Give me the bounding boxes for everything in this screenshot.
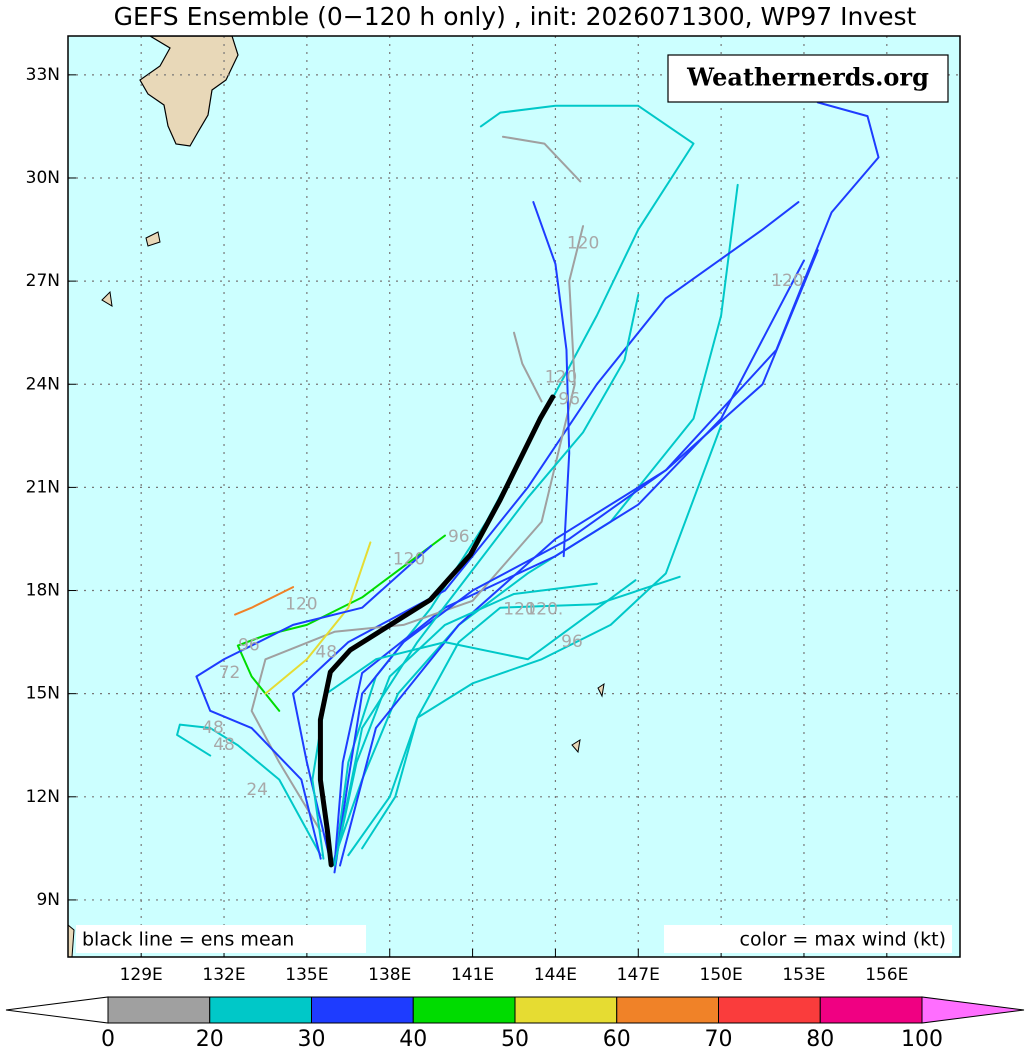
ensemble-track xyxy=(234,586,295,616)
island xyxy=(68,924,75,957)
x-tick-label: 156E xyxy=(865,965,908,985)
x-tick-label: 135E xyxy=(285,965,328,985)
hour-label: 96 xyxy=(561,632,583,652)
x-tick-label: 144E xyxy=(534,965,577,985)
hour-label: 96 xyxy=(558,390,580,410)
y-tick-label: 33N xyxy=(26,65,60,85)
hour-label: 48 xyxy=(315,642,337,662)
hour-label: 120 xyxy=(393,550,425,570)
x-tick-label: 129E xyxy=(120,965,163,985)
ensemble-track xyxy=(347,424,723,857)
x-tick-label: 138E xyxy=(368,965,411,985)
chart-title: GEFS Ensemble (0−120 h only) , init: 202… xyxy=(114,2,917,31)
colorbar-segment xyxy=(209,996,312,1024)
colorbar-label: 70 xyxy=(705,1027,733,1052)
colorbar-under xyxy=(5,996,109,1024)
hour-label: 96 xyxy=(238,636,260,656)
x-tick-label: 147E xyxy=(617,965,660,985)
ensemble-track xyxy=(176,723,322,857)
island xyxy=(139,36,239,147)
island xyxy=(597,682,605,698)
legend-left: black line = ens mean xyxy=(82,929,294,951)
mean-track xyxy=(317,394,556,868)
ensemble-track xyxy=(532,201,571,558)
y-tick-label: 27N xyxy=(26,271,60,291)
hour-label: 120 xyxy=(503,599,535,619)
island xyxy=(101,290,113,307)
x-tick-label: 153E xyxy=(782,965,825,985)
colorbar-segment xyxy=(412,996,516,1024)
hour-label: 120 xyxy=(285,594,317,614)
y-tick-label: 21N xyxy=(26,477,60,497)
colorbar-segment xyxy=(819,996,923,1024)
colorbar-label: 100 xyxy=(901,1027,943,1052)
ensemble-track xyxy=(339,101,880,867)
ensemble-track xyxy=(236,534,446,712)
plot-frame xyxy=(67,35,961,958)
legend-left-box xyxy=(76,925,366,953)
colorbar: 0 20 30 40 50 60 70 80 100 xyxy=(5,996,1025,1052)
y-tick-label: 12N xyxy=(26,787,60,807)
hour-label: 72 xyxy=(219,663,241,683)
hour-label: 120 xyxy=(567,233,599,253)
hour-label: 48 xyxy=(202,718,224,738)
ensemble-track xyxy=(513,331,543,403)
colorbar-label: 40 xyxy=(399,1027,427,1052)
y-tick-label: 18N xyxy=(26,581,60,601)
land xyxy=(68,36,605,957)
colorbar-segment xyxy=(107,996,211,1024)
hour-label: 96 xyxy=(448,527,470,547)
ensemble-track xyxy=(333,293,640,867)
ensemble-track xyxy=(333,249,819,874)
island xyxy=(145,231,161,247)
colorbar-label: 0 xyxy=(101,1027,115,1052)
y-tick-label: 24N xyxy=(26,374,60,394)
ensemble-track xyxy=(264,541,372,695)
y-tick-label: 15N xyxy=(26,684,60,704)
colorbar-label: 80 xyxy=(806,1027,834,1052)
hour-label: 24 xyxy=(246,780,268,800)
ensemble-track xyxy=(361,575,681,850)
x-tick-label: 132E xyxy=(202,965,245,985)
ensemble-track xyxy=(292,201,800,857)
y-tick-label: 30N xyxy=(26,168,60,188)
colorbar-over xyxy=(921,996,1025,1024)
ensemble-track xyxy=(330,183,739,867)
island xyxy=(571,738,581,754)
colorbar-segment xyxy=(311,996,414,1024)
colorbar-label: 30 xyxy=(298,1027,326,1052)
legend-right: color = max wind (kt) xyxy=(740,929,946,951)
ensemble-track xyxy=(195,544,433,860)
colorbar-label: 60 xyxy=(603,1027,631,1052)
hour-label: 120 xyxy=(545,367,577,387)
hour-label: 120 xyxy=(771,271,803,291)
x-tick-label: 141E xyxy=(451,965,494,985)
ocean xyxy=(68,36,960,957)
hour-label: 120. xyxy=(525,599,563,619)
colorbar-label: 20 xyxy=(196,1027,224,1052)
x-tick-label: 150E xyxy=(700,965,743,985)
colorbar-label: 50 xyxy=(501,1027,529,1052)
colorbar-segment xyxy=(616,996,719,1024)
ensemble-track xyxy=(311,579,637,860)
watermark-box xyxy=(667,54,949,103)
ensemble-track xyxy=(501,135,582,183)
y-tick-label: 9N xyxy=(36,890,60,910)
colorbar-segment xyxy=(514,996,618,1024)
colorbar-segment xyxy=(718,996,821,1024)
legend-right-box xyxy=(664,925,952,953)
ensemble-track xyxy=(250,225,585,833)
watermark: Weathernerds.org xyxy=(686,63,929,92)
hour-label: 48 xyxy=(213,735,235,755)
ensemble-track xyxy=(333,582,598,867)
